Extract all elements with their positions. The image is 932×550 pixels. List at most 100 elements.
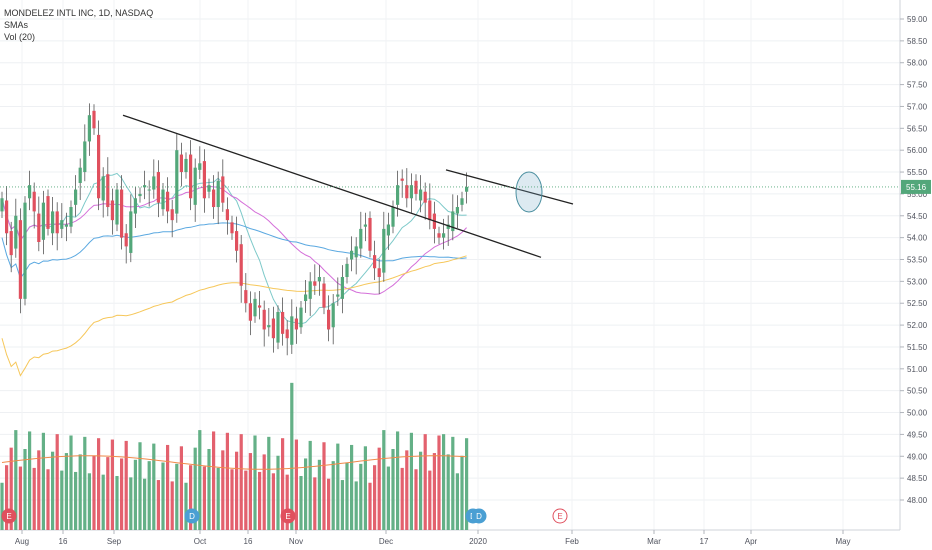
- candle-body: [212, 189, 216, 208]
- candle: [120, 175, 124, 250]
- y-tick-label: 50.00: [907, 409, 928, 418]
- candle-body: [120, 189, 124, 238]
- candle-body: [317, 276, 321, 282]
- sma-fast-line: [1, 172, 467, 325]
- candle: [290, 299, 294, 354]
- trendline[interactable]: [122, 114, 542, 258]
- candle-body: [138, 193, 142, 197]
- last-price-badge: [901, 179, 931, 194]
- volume-bar: [28, 431, 32, 530]
- candle-body: [97, 134, 101, 199]
- candle-body: [115, 189, 119, 225]
- symbol-title: MONDELEZ INTL INC, 1D, NASDAQ: [4, 8, 154, 18]
- candle-body: [32, 191, 36, 212]
- candle: [138, 187, 142, 203]
- volume-bar: [175, 463, 179, 530]
- candle-body: [60, 220, 64, 229]
- event-label: D: [189, 512, 195, 521]
- candle: [414, 174, 418, 201]
- earnings-marker[interactable]: E: [280, 508, 296, 524]
- y-tick-label: 49.00: [907, 452, 928, 461]
- candle: [51, 196, 55, 246]
- earnings-marker[interactable]: E: [552, 508, 568, 524]
- y-tick-label: 51.00: [907, 365, 928, 374]
- candle: [276, 305, 280, 350]
- volume-bar: [46, 469, 50, 530]
- volume-bar: [18, 466, 22, 530]
- x-tick-label: 17: [700, 537, 709, 546]
- volume-bar: [432, 453, 436, 530]
- candle-body: [9, 231, 13, 256]
- candle-body: [285, 329, 289, 339]
- volume-bar: [184, 482, 188, 530]
- candle: [23, 196, 27, 306]
- candle-body: [110, 200, 114, 221]
- event-circle: [1, 508, 17, 524]
- volume-bar: [156, 480, 160, 530]
- volume-bar: [78, 454, 82, 530]
- candle: [115, 182, 119, 232]
- volume-bar: [386, 466, 390, 530]
- volume-bar: [124, 440, 128, 530]
- volume-bar: [322, 442, 326, 530]
- volume-bar: [400, 467, 404, 530]
- sma-slow-line: [1, 222, 467, 280]
- candle-body: [23, 202, 27, 299]
- candle-body: [74, 189, 78, 205]
- event-label: D: [476, 512, 482, 521]
- volume-bar: [179, 446, 183, 530]
- candle: [317, 265, 321, 296]
- candle: [350, 236, 354, 272]
- volume-bar: [115, 476, 119, 530]
- y-tick-label: 48.00: [907, 496, 928, 505]
- volume-bar: [419, 451, 423, 530]
- candle: [336, 277, 340, 306]
- earnings-marker[interactable]: E: [1, 508, 17, 524]
- candle: [69, 200, 73, 234]
- candle-body: [5, 200, 9, 234]
- volume-bar: [368, 482, 372, 530]
- x-tick-label: 16: [59, 537, 68, 546]
- candle: [281, 297, 285, 346]
- trendline[interactable]: [445, 169, 574, 205]
- volume-bar: [23, 449, 27, 530]
- y-tick-label: 48.50: [907, 474, 928, 483]
- volume-bar: [55, 434, 59, 530]
- event-circle: [471, 508, 487, 524]
- candle: [248, 291, 252, 336]
- volume-bar: [97, 438, 101, 530]
- candle: [74, 175, 78, 217]
- x-tick-label: Aug: [15, 537, 29, 546]
- volume-bar: [152, 443, 156, 530]
- candle: [193, 158, 197, 222]
- candle: [92, 104, 96, 135]
- candle: [5, 186, 9, 246]
- candle-body: [271, 318, 275, 339]
- volume-bar: [60, 470, 64, 530]
- candle: [285, 320, 289, 356]
- candle: [28, 170, 32, 211]
- candle-body: [156, 172, 160, 203]
- volume-bar: [313, 477, 317, 530]
- candle: [359, 211, 363, 258]
- volume-bar: [336, 443, 340, 530]
- candle: [221, 159, 225, 212]
- candle-body: [396, 185, 400, 205]
- dividend-marker[interactable]: D: [471, 508, 487, 524]
- volume-bar: [391, 449, 395, 530]
- dividend-marker[interactable]: D: [184, 508, 200, 524]
- candle: [230, 215, 234, 240]
- volume-bar: [0, 482, 4, 530]
- x-axis: Aug 16 Sep Oct 16 Nov Dec 2020 Feb Mar 17 Apr May: [0, 529, 900, 546]
- volume-bar: [138, 442, 142, 530]
- candle: [0, 191, 4, 218]
- candle: [294, 306, 298, 344]
- candle-body: [267, 325, 271, 328]
- candle-body: [239, 244, 243, 286]
- volume-bar: [83, 436, 87, 530]
- candle: [322, 276, 326, 315]
- candle-body: [382, 228, 386, 273]
- highlight-circle[interactable]: [515, 171, 543, 213]
- candle: [129, 194, 133, 263]
